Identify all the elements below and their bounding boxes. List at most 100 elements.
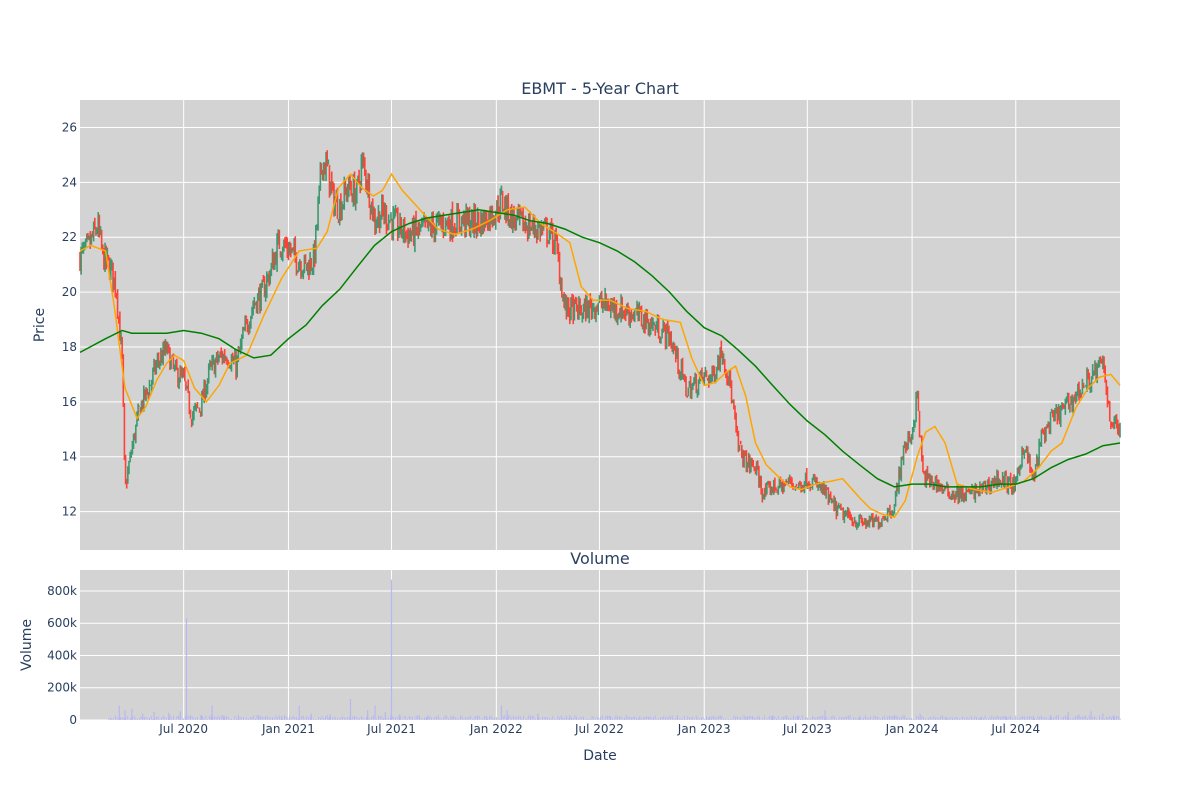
volume-bar [188, 716, 190, 720]
volume-bar [975, 717, 977, 720]
volume-bar [482, 718, 484, 720]
volume-bar [310, 713, 312, 720]
x-tick-label: Jan 2024 [885, 722, 939, 736]
volume-bar [189, 715, 191, 720]
volume-bar [473, 716, 475, 720]
volume-bar [176, 716, 178, 720]
volume-bar [357, 716, 359, 720]
volume-bar [794, 718, 796, 720]
volume-bar [1020, 716, 1022, 720]
volume-bar [671, 715, 673, 720]
volume-bar [193, 717, 195, 720]
volume-bar [965, 717, 967, 720]
volume-bar [524, 719, 526, 720]
volume-bar [174, 719, 176, 720]
volume-bar [1104, 718, 1106, 720]
volume-bar [171, 717, 173, 720]
volume-bar [762, 718, 764, 720]
volume-bar [1034, 718, 1036, 720]
volume-bar [708, 716, 710, 720]
volume-bar [535, 719, 537, 720]
volume-bar [612, 718, 614, 720]
volume-bar [970, 715, 972, 720]
volume-bar [852, 717, 854, 720]
volume-bar [589, 718, 591, 720]
volume-bar [183, 718, 185, 720]
volume-bar [895, 715, 897, 720]
volume-bar [690, 717, 692, 720]
volume-bar [1090, 711, 1092, 720]
volume-bar [702, 717, 704, 720]
volume-bar [137, 718, 139, 720]
volume-bar [153, 711, 155, 720]
volume-bar [740, 716, 742, 720]
volume-bar [412, 716, 414, 720]
volume-bar [509, 715, 511, 720]
volume-bar [928, 717, 930, 720]
volume-bar [1010, 715, 1012, 720]
volume-bar [562, 717, 564, 720]
volume-bar [735, 716, 737, 720]
volume-bar [779, 718, 781, 720]
volume-bar [714, 716, 716, 720]
volume-bar [1075, 715, 1077, 720]
volume-bar [1092, 716, 1094, 720]
volume-bar [617, 716, 619, 720]
volume-bar [451, 716, 453, 720]
volume-bar [545, 717, 547, 720]
volume-bar [371, 717, 373, 720]
volume-bar [270, 717, 272, 720]
volume-bar [249, 716, 251, 720]
volume-bar [654, 715, 656, 720]
volume-bar [890, 716, 892, 720]
volume-bar [526, 717, 528, 720]
volume-bar [868, 717, 870, 720]
volume-bar [839, 716, 841, 720]
volume-bar [302, 715, 304, 720]
volume-bar [738, 718, 740, 720]
volume-bar [512, 715, 514, 720]
volume-bar [275, 715, 277, 720]
volume-bar [492, 717, 494, 720]
price-y-tick-labels: 12 14 16 18 20 22 24 26 [62, 120, 77, 518]
volume-bar [980, 716, 982, 720]
volume-bar [454, 717, 456, 720]
volume-bar [712, 715, 714, 720]
volume-bar [1107, 717, 1109, 720]
volume-bar [579, 716, 581, 720]
volume-bar [941, 715, 943, 720]
volume-bar [121, 717, 123, 720]
volume-bar [861, 718, 863, 720]
volume-bar [668, 716, 670, 720]
volume-bar [442, 717, 444, 720]
volume-bar [289, 715, 291, 720]
volume-bar [1047, 718, 1049, 720]
volume-bar [166, 718, 168, 720]
volume-bar [426, 716, 428, 720]
volume-bar [172, 715, 174, 720]
volume-bar [866, 717, 868, 720]
volume-bar [974, 716, 976, 720]
volume-bar [439, 717, 441, 720]
volume-bar [948, 717, 950, 720]
volume-bar [348, 717, 350, 720]
volume-bar [444, 715, 446, 720]
volume-bar [717, 716, 719, 720]
volume-bar [849, 715, 851, 720]
volume-bar [1039, 716, 1041, 720]
volume-bar [912, 719, 914, 720]
volume-bar [164, 717, 166, 720]
volume-bar [210, 715, 212, 720]
volume-bar [591, 715, 593, 720]
volume-bar [547, 717, 549, 720]
volume-bar [213, 716, 215, 720]
volume-bar [1015, 715, 1017, 720]
volume-bar [764, 715, 766, 720]
volume-bar [191, 715, 193, 720]
volume-bar [1008, 716, 1010, 720]
volume-bar [1064, 715, 1066, 720]
volume-bar [964, 718, 966, 720]
volume-bar [924, 718, 926, 720]
x-tick-label: Jul 2022 [574, 722, 624, 736]
volume-bar [897, 716, 899, 720]
